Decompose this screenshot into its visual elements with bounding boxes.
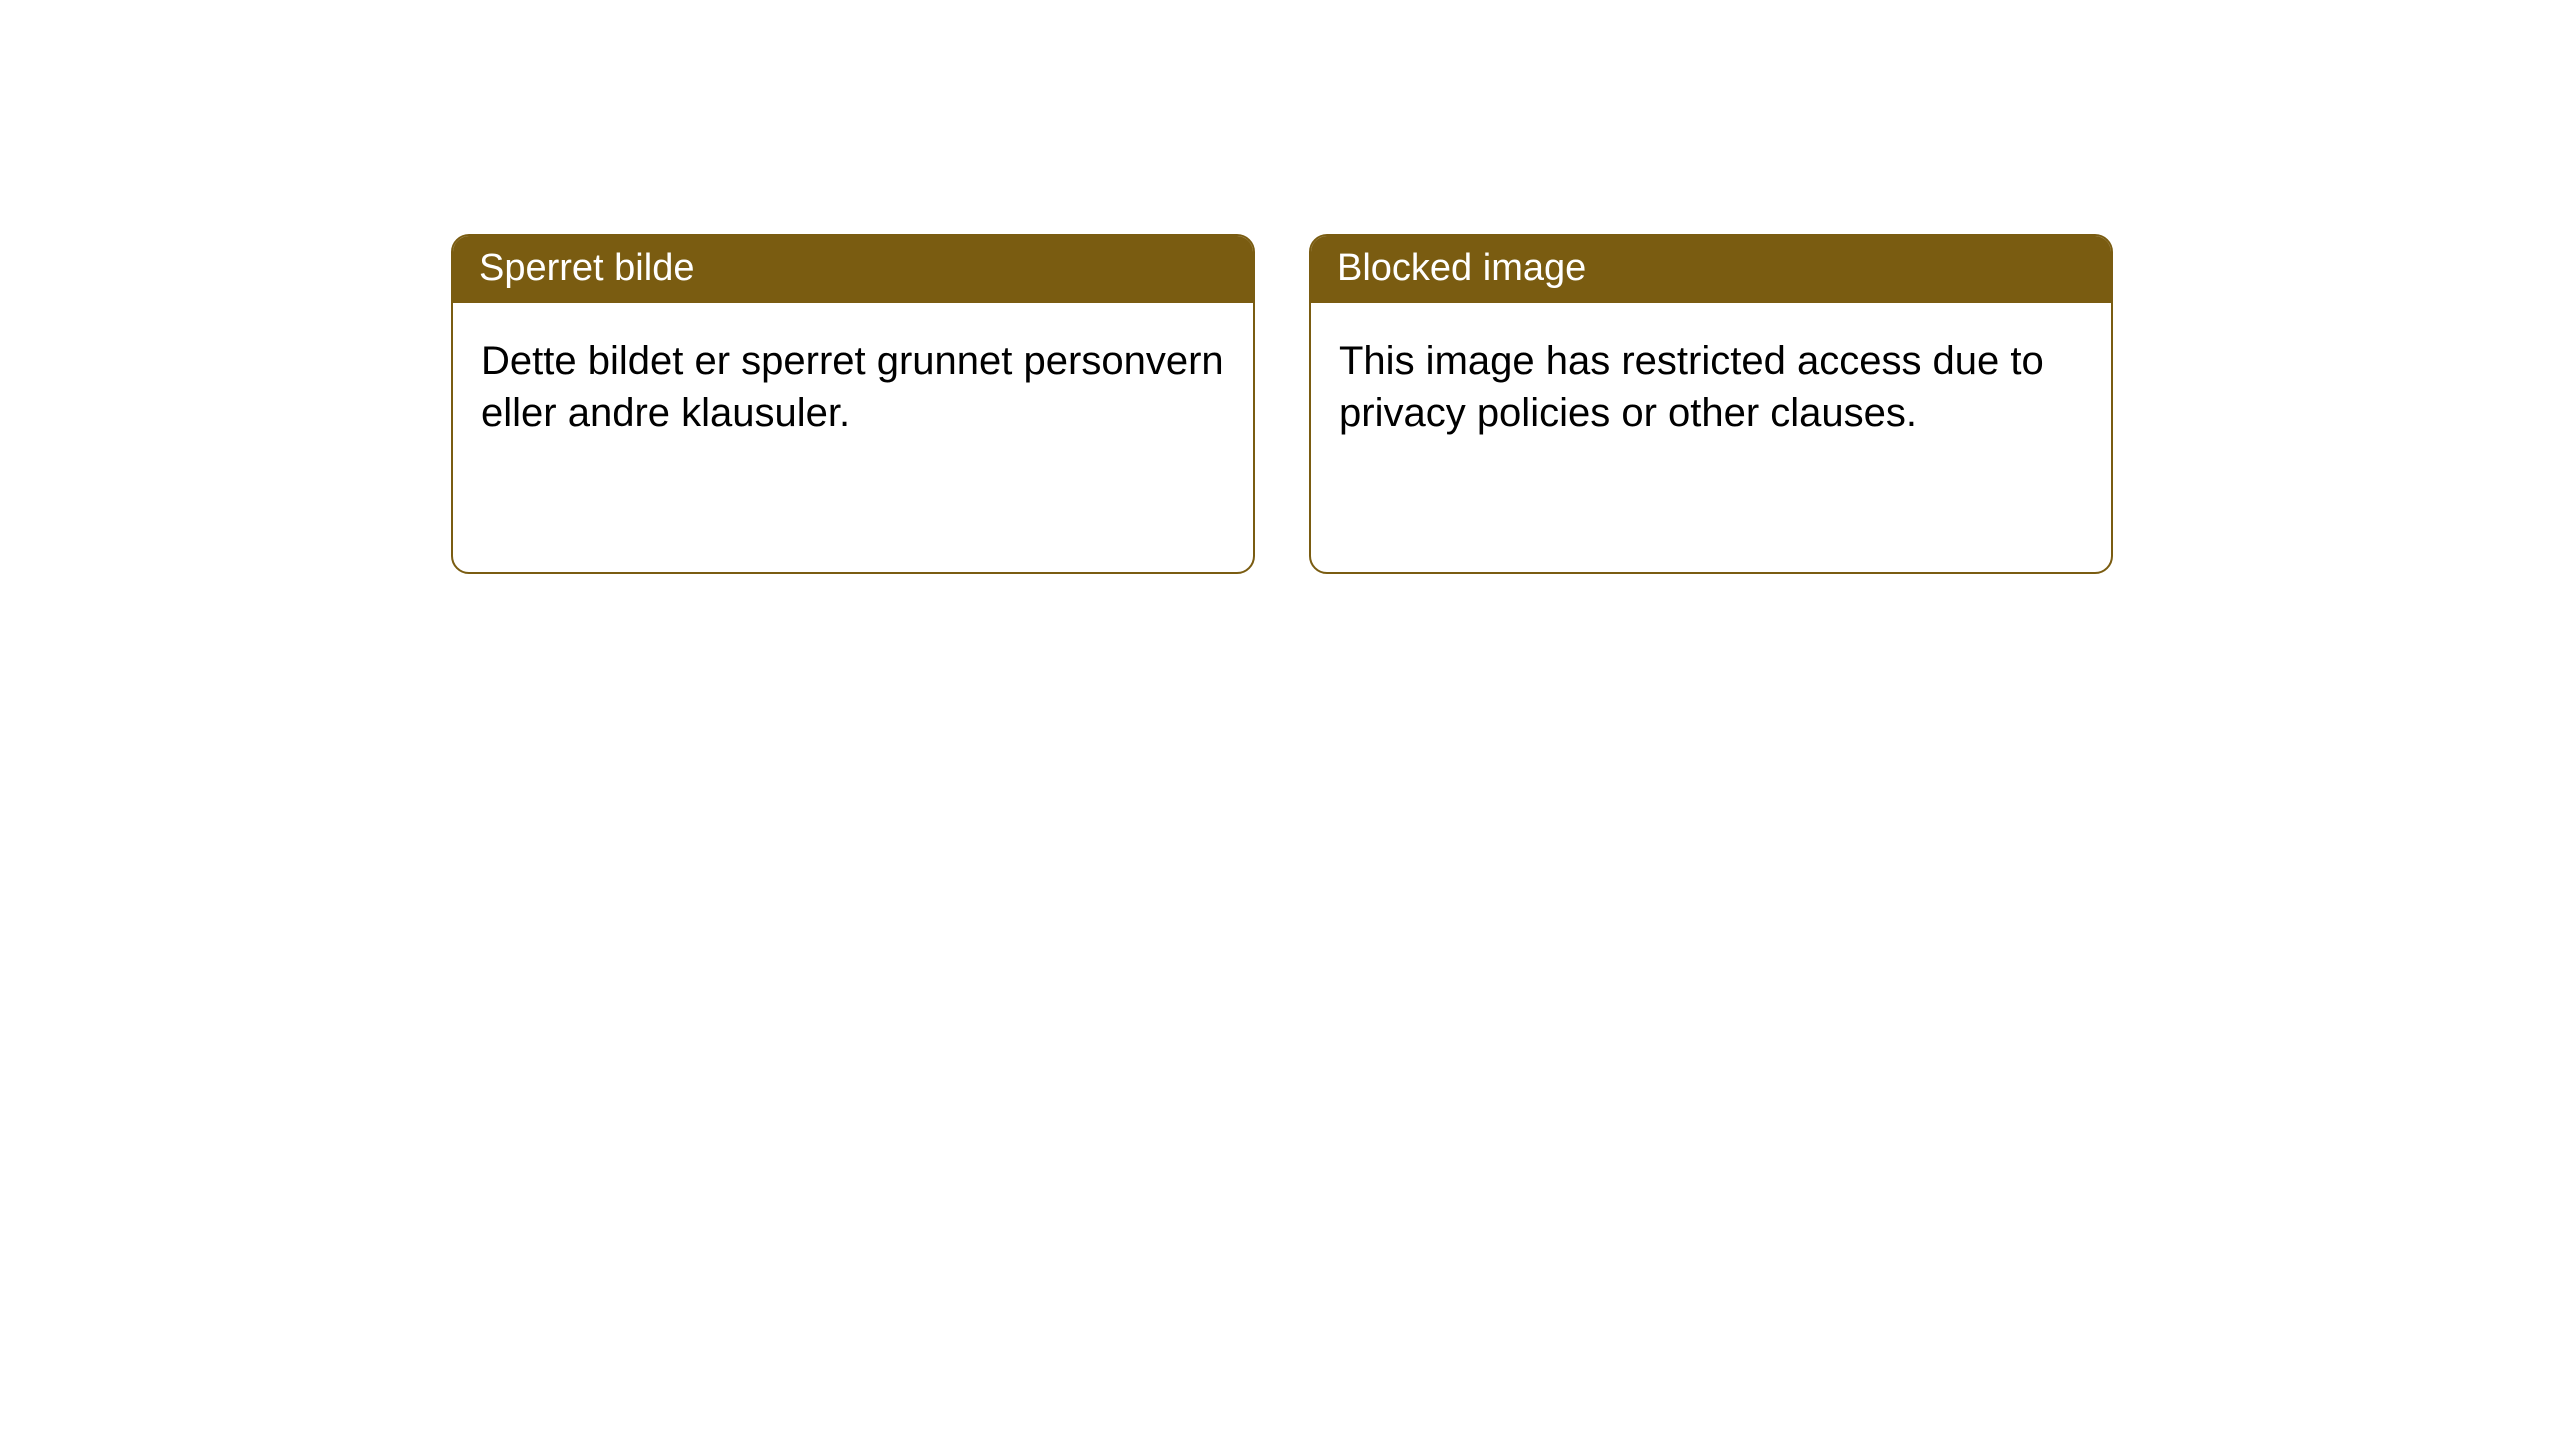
card-body-text: Dette bildet er sperret grunnet personve… [453,303,1253,471]
card-title: Sperret bilde [453,236,1253,303]
card-body-text: This image has restricted access due to … [1311,303,2111,471]
card-title: Blocked image [1311,236,2111,303]
notice-card-english: Blocked image This image has restricted … [1309,234,2113,574]
notice-card-norwegian: Sperret bilde Dette bildet er sperret gr… [451,234,1255,574]
notice-container: Sperret bilde Dette bildet er sperret gr… [0,0,2560,574]
